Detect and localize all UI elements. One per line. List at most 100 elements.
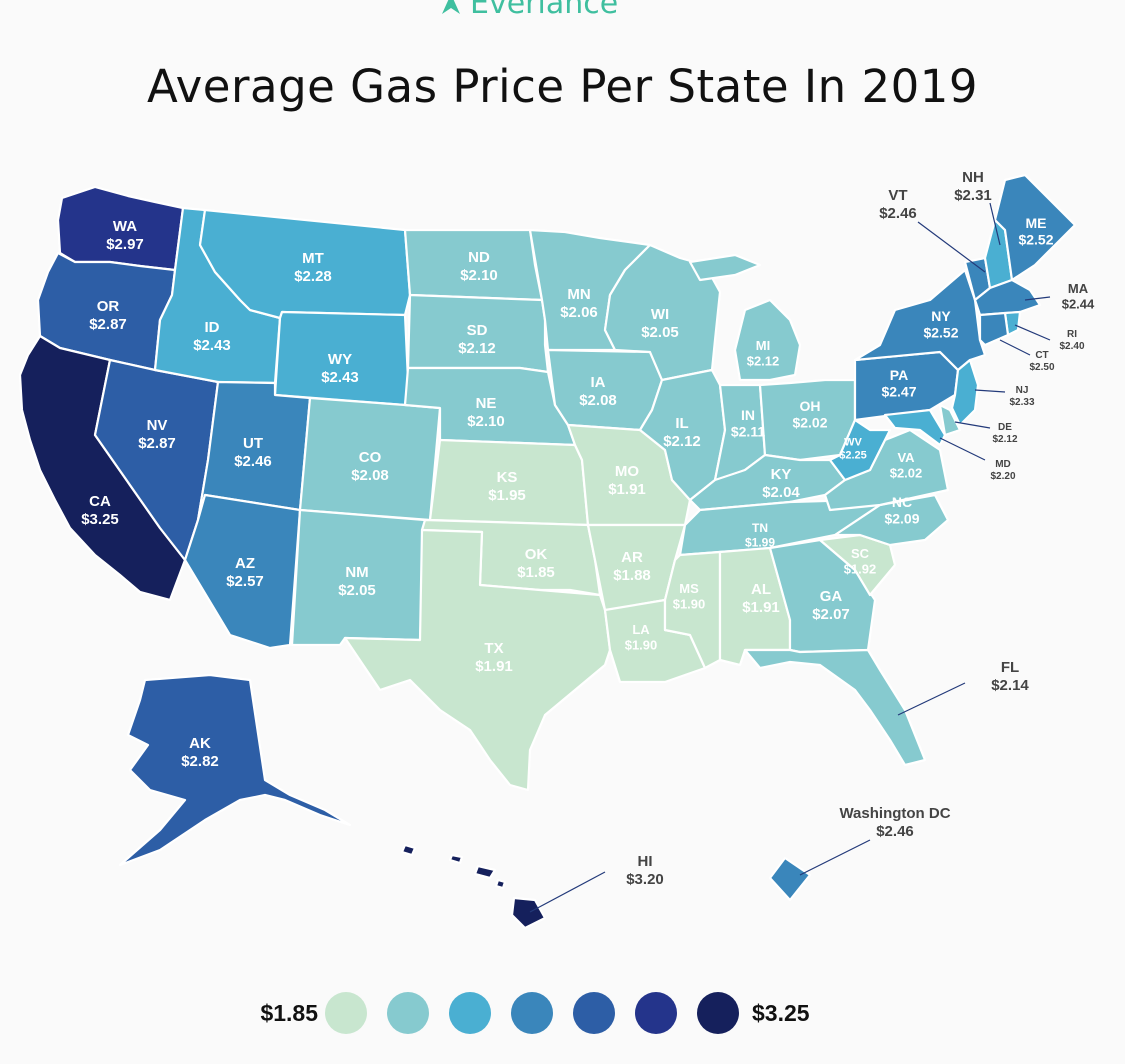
state-price-hi: $3.20 xyxy=(626,871,664,888)
state-label-nm: NM xyxy=(345,564,368,581)
state-label-il: IL xyxy=(675,415,688,432)
brand-logo: Everlance xyxy=(440,0,618,21)
state-price-mt: $2.28 xyxy=(294,268,332,285)
state-price-sd: $2.12 xyxy=(458,340,496,357)
state-label-va: VA xyxy=(897,450,915,465)
state-price-nv: $2.87 xyxy=(138,435,176,452)
legend-swatch-7 xyxy=(697,992,739,1034)
state-price-ut: $2.46 xyxy=(234,453,272,470)
state-price-ky: $2.04 xyxy=(762,484,800,501)
state-price-ga: $2.07 xyxy=(812,606,850,623)
leader-line-vt xyxy=(917,221,986,273)
state-price-tn: $1.99 xyxy=(745,536,775,550)
leader-line-nh xyxy=(989,202,1001,246)
state-price-co: $2.08 xyxy=(351,467,389,484)
state-mi xyxy=(688,253,802,382)
state-label-mn: MN xyxy=(567,286,590,303)
state-price-tx: $1.91 xyxy=(475,658,513,675)
state-price-de: $2.12 xyxy=(992,434,1017,445)
state-price-or: $2.87 xyxy=(89,316,127,333)
state-price-la: $1.90 xyxy=(625,638,658,653)
state-label-co: CO xyxy=(359,449,382,466)
state-price-az: $2.57 xyxy=(226,573,264,590)
state-price-ia: $2.08 xyxy=(579,392,617,409)
state-price-wy: $2.43 xyxy=(321,369,359,386)
state-price-ms: $1.90 xyxy=(673,597,706,612)
state-price-nh: $2.31 xyxy=(954,187,992,204)
state-price-ca: $3.25 xyxy=(81,511,119,528)
state-price-ks: $1.95 xyxy=(488,487,526,504)
state-price-va: $2.02 xyxy=(890,466,923,481)
state-hi xyxy=(400,843,547,930)
state-label-de: DE xyxy=(998,422,1012,433)
state-ny xyxy=(853,268,987,372)
state-label-ma: MA xyxy=(1068,281,1089,296)
state-price-in: $2.11 xyxy=(731,424,765,440)
state-label-wi: WI xyxy=(651,306,669,323)
leader-line-hi xyxy=(529,871,606,913)
state-label-ct: CT xyxy=(1035,350,1048,361)
state-ct xyxy=(978,311,1010,347)
leader-line-washington-dc xyxy=(799,839,871,876)
state-nj xyxy=(950,358,980,427)
state-tx xyxy=(343,528,612,792)
state-label-nv: NV xyxy=(147,417,168,434)
legend-swatch-5 xyxy=(573,992,615,1034)
legend-min-label: $1.85 xyxy=(260,1000,318,1026)
state-price-pa: $2.47 xyxy=(881,384,916,400)
leader-line-de xyxy=(954,421,991,429)
state-label-ky: KY xyxy=(771,466,792,483)
state-price-oh: $2.02 xyxy=(792,415,827,431)
state-label-tn: TN xyxy=(752,521,768,535)
state-label-vt: VT xyxy=(888,187,907,204)
state-price-md: $2.20 xyxy=(990,471,1015,482)
legend-max-label: $3.25 xyxy=(752,1000,810,1026)
state-label-ca: CA xyxy=(89,493,111,510)
leader-line-ma xyxy=(1024,296,1051,301)
state-label-mi: MI xyxy=(756,338,770,353)
state-price-vt: $2.46 xyxy=(879,205,917,222)
state-label-nh: NH xyxy=(962,169,984,186)
state-price-me: $2.52 xyxy=(1018,232,1053,248)
state-label-mt: MT xyxy=(302,250,324,267)
state-price-mn: $2.06 xyxy=(560,304,598,321)
leader-line-ct xyxy=(999,339,1031,356)
state-price-nm: $2.05 xyxy=(338,582,376,599)
leader-line-nj xyxy=(974,389,1006,393)
state-price-mo: $1.91 xyxy=(608,481,646,498)
state-price-ok: $1.85 xyxy=(517,564,555,581)
state-me xyxy=(993,173,1077,282)
state-label-washington-dc: Washington DC xyxy=(839,805,950,822)
state-label-me: ME xyxy=(1026,215,1047,231)
state-price-id: $2.43 xyxy=(193,337,231,354)
state-price-nc: $2.09 xyxy=(884,511,919,527)
state-de xyxy=(938,403,962,437)
state-label-al: AL xyxy=(751,581,771,598)
state-price-ne: $2.10 xyxy=(467,413,505,430)
state-price-wv: $2.25 xyxy=(839,450,867,462)
state-price-nd: $2.10 xyxy=(460,267,498,284)
state-label-nc: NC xyxy=(892,494,912,510)
state-price-sc: $1.92 xyxy=(844,562,877,577)
state-price-ma: $2.44 xyxy=(1062,297,1095,312)
state-ak xyxy=(118,673,352,867)
state-label-ut: UT xyxy=(243,435,263,452)
state-label-ar: AR xyxy=(621,549,643,566)
state-price-wa: $2.97 xyxy=(106,236,144,253)
legend-swatch-3 xyxy=(449,992,491,1034)
state-price-il: $2.12 xyxy=(663,433,701,450)
state-label-ia: IA xyxy=(591,374,606,391)
everlance-mark-icon xyxy=(442,0,460,14)
state-price-fl: $2.14 xyxy=(991,677,1029,694)
state-label-ny: NY xyxy=(931,308,951,324)
state-label-wy: WY xyxy=(328,351,352,368)
state-wv xyxy=(828,418,892,482)
state-fl xyxy=(743,648,927,767)
state-label-ks: KS xyxy=(497,469,518,486)
state-label-ms: MS xyxy=(679,581,699,596)
leader-line-ri xyxy=(1014,324,1051,341)
brand-name: Everlance xyxy=(470,0,619,21)
state-label-wv: WV xyxy=(844,436,862,448)
